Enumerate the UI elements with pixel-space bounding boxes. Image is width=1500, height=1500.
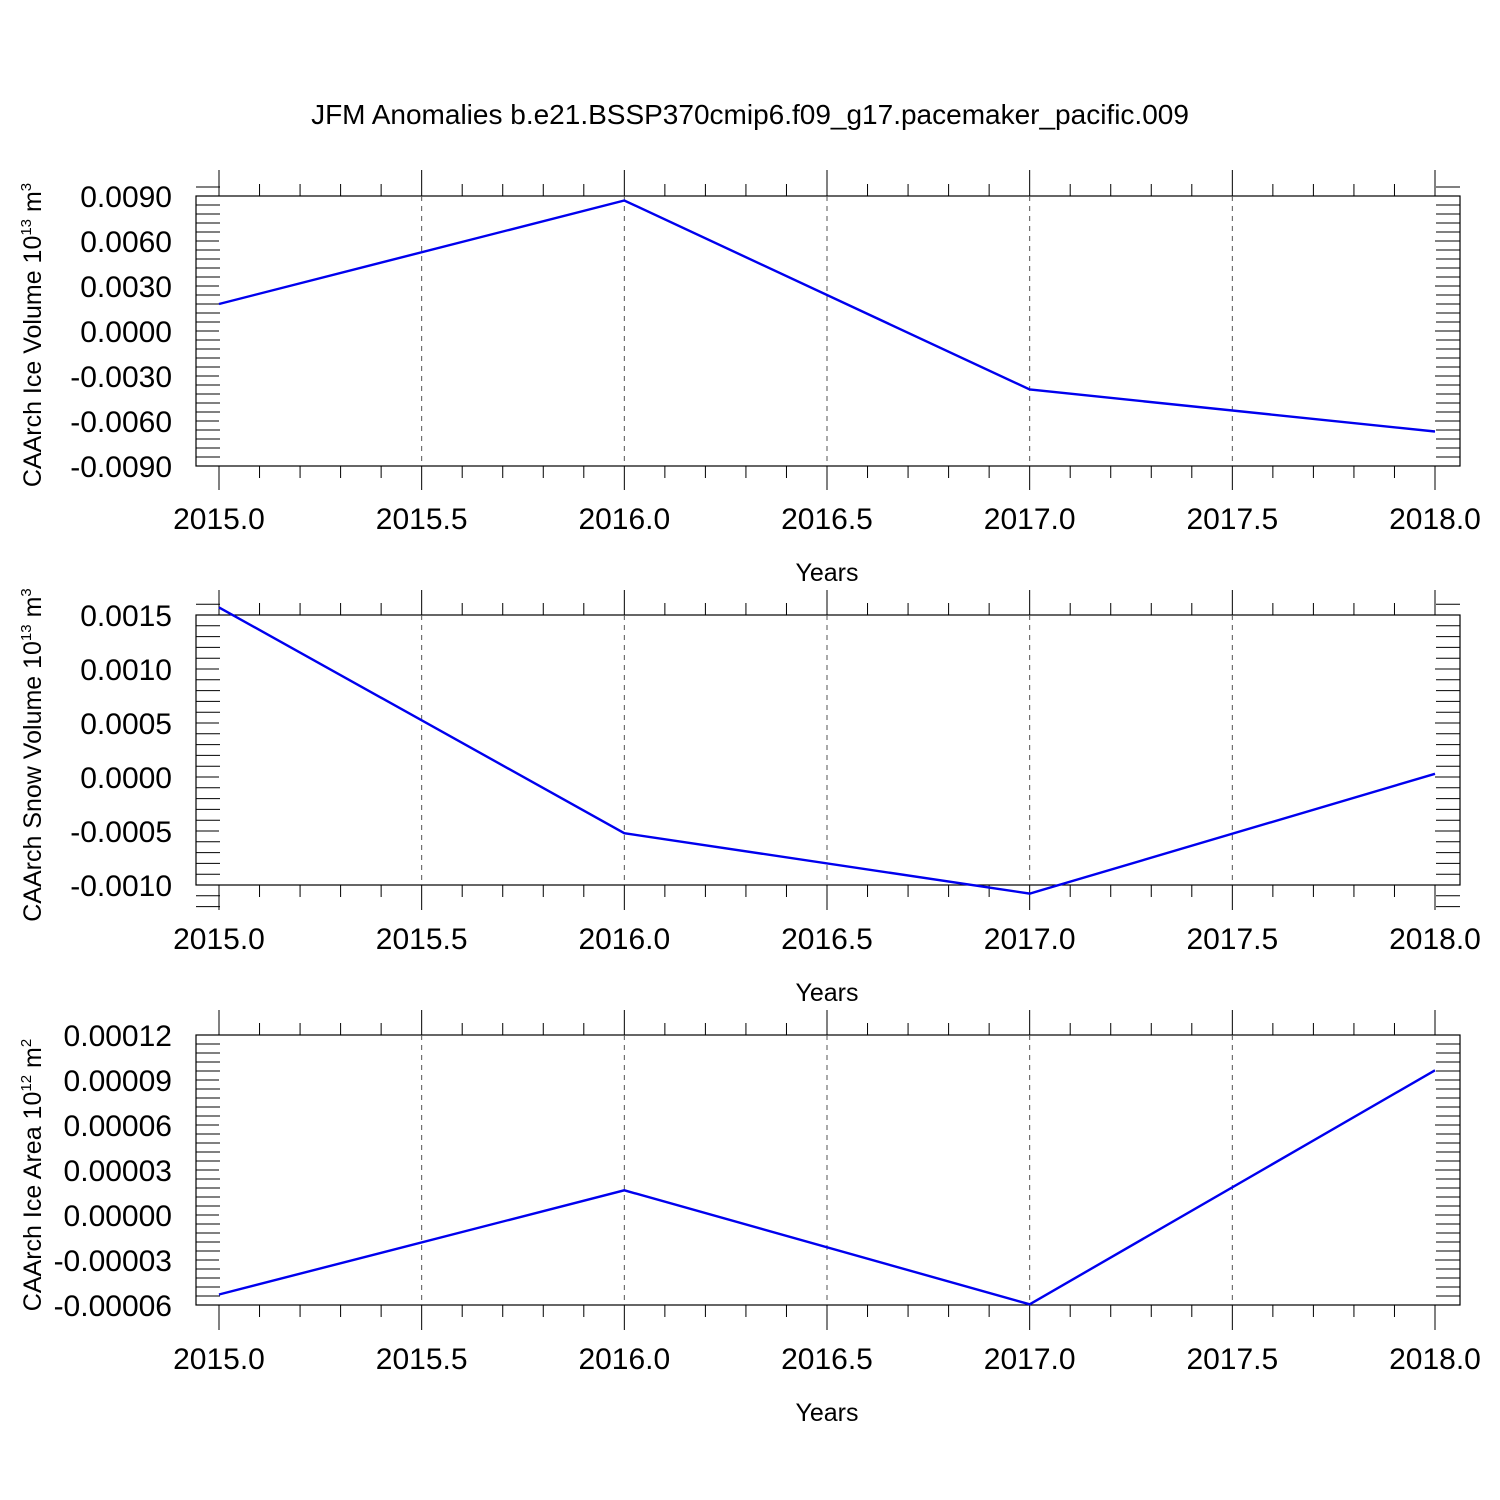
- y-tick-label: 0.00009: [64, 1065, 172, 1098]
- y-tick-label: 0.0005: [80, 708, 172, 741]
- y-tick-label: -0.0060: [70, 406, 172, 439]
- x-tick-label: 2015.0: [173, 503, 265, 536]
- chart-panels: 2015.0 2015.5 2016.0 2016.5 2017.0 2017.5 2018…: [18, 170, 1481, 1427]
- y-axis-label: CAArch Ice Volume 1013 m3: [18, 183, 47, 487]
- x-axis-label: Years: [795, 979, 858, 1007]
- y-tick-label: 0.0030: [80, 271, 172, 304]
- y-axis-label: CAArch Ice Area 1012 m2: [18, 1039, 47, 1311]
- chart-panel-1: 2015.0 2015.5 2016.0 2016.5 2017.0 2017.5 2018…: [18, 170, 1481, 587]
- x-tick-label: 2015.0: [173, 1343, 265, 1376]
- x-tick-label: 2018.0: [1389, 923, 1481, 956]
- series-line: [218, 199, 1436, 433]
- y-tick-label: 0.0000: [80, 316, 172, 349]
- plot-frame: [195, 195, 1461, 467]
- x-tick-label: 2016.0: [578, 503, 670, 536]
- x-tick-label: 2016.0: [578, 923, 670, 956]
- y-tick-label: 0.00012: [64, 1020, 172, 1053]
- x-tick-label: 2018.0: [1389, 1343, 1481, 1376]
- series-line: [218, 1069, 1436, 1306]
- y-tick-label: -0.0090: [70, 451, 172, 484]
- x-tick-label: 2017.5: [1186, 923, 1278, 956]
- x-tick-label: 2016.0: [578, 1343, 670, 1376]
- y-axis-label: CAArch Snow Volume 1013 m3: [18, 588, 47, 922]
- y-tick-label: 0.0015: [80, 600, 172, 633]
- y-tick-label: 0.00000: [64, 1200, 172, 1233]
- chart-title: JFM Anomalies b.e21.BSSP370cmip6.f09_g17…: [311, 99, 1189, 130]
- plot-frame: [195, 1034, 1461, 1306]
- y-tick-label: 0.0060: [80, 226, 172, 259]
- x-tick-label: 2015.5: [376, 503, 468, 536]
- x-tick-label: 2017.5: [1186, 1343, 1278, 1376]
- x-tick-label: 2016.5: [781, 1343, 873, 1376]
- x-tick-label: 2015.5: [376, 1343, 468, 1376]
- x-tick-label: 2017.0: [984, 1343, 1076, 1376]
- chart-panel-3: 2015.0 2015.5 2016.0 2016.5 2017.0 2017.5 2018…: [18, 1010, 1481, 1427]
- x-tick-label: 2017.0: [984, 503, 1076, 536]
- x-tick-label: 2017.5: [1186, 503, 1278, 536]
- x-tick-label: 2015.5: [376, 923, 468, 956]
- y-tick-label: -0.0030: [70, 361, 172, 394]
- x-tick-label: 2015.0: [173, 923, 265, 956]
- x-tick-label: 2016.5: [781, 503, 873, 536]
- y-tick-label: -0.00003: [54, 1245, 172, 1278]
- x-axis-label: Years: [795, 1399, 858, 1427]
- y-tick-label: 0.00003: [64, 1155, 172, 1188]
- y-tick-label: 0.0010: [80, 654, 172, 687]
- plot-frame: [195, 614, 1461, 886]
- y-tick-label: -0.0005: [70, 816, 172, 849]
- y-tick-label: 0.00006: [64, 1110, 172, 1143]
- y-tick-label: -0.00006: [54, 1290, 172, 1323]
- x-tick-label: 2016.5: [781, 923, 873, 956]
- chart-panel-2: 2015.0 2015.5 2016.0 2016.5 2017.0 2017.5 2018…: [18, 588, 1481, 1007]
- y-tick-label: 0.0090: [80, 181, 172, 214]
- y-tick-label: -0.0010: [70, 870, 172, 903]
- x-tick-label: 2017.0: [984, 923, 1076, 956]
- x-axis-label: Years: [795, 559, 858, 587]
- series-line: [218, 606, 1436, 895]
- x-tick-label: 2018.0: [1389, 503, 1481, 536]
- y-tick-label: 0.0000: [80, 762, 172, 795]
